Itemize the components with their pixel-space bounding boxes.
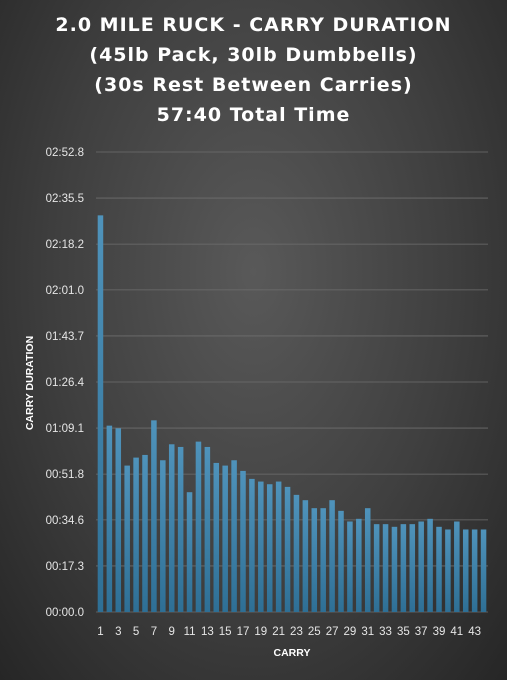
bar-carry-27 — [329, 500, 335, 612]
x-tick-label: 3 — [115, 626, 121, 638]
bar-carry-24 — [302, 500, 309, 612]
bar-carry-34 — [391, 526, 398, 612]
bar-carry-3 — [115, 428, 122, 612]
bar-carry-1 — [97, 215, 104, 612]
bar-carry-41 — [454, 521, 460, 612]
x-tick-label: 11 — [184, 626, 196, 638]
bar-carry-9 — [168, 444, 175, 612]
x-tick-label: 7 — [151, 626, 157, 638]
x-tick-label: 21 — [272, 626, 285, 638]
x-tick-label: 1 — [97, 626, 103, 638]
bar-carry-28 — [338, 510, 344, 612]
y-axis-ticks: 00:00.0 00:17.3 00:34.6 00:51.8 01:09.1 01:26… — [46, 147, 85, 619]
bar-carry-4 — [124, 465, 130, 612]
bar-carry-23 — [293, 494, 300, 612]
bar-carry-43 — [471, 529, 478, 612]
x-tick-label: 37 — [415, 626, 428, 638]
bar-carry-32 — [373, 524, 380, 612]
bars — [97, 215, 487, 612]
y-tick-label: 01:26.4 — [46, 377, 85, 389]
bar-carry-42 — [462, 529, 469, 612]
y-tick-label: 00:34.6 — [46, 515, 84, 527]
bar-carry-22 — [284, 486, 291, 612]
bar-carry-16 — [231, 460, 237, 612]
x-tick-label: 29 — [344, 626, 357, 638]
y-tick-label: 02:52.8 — [46, 147, 84, 159]
y-tick-label: 00:17.3 — [46, 561, 84, 573]
x-tick-label: 39 — [433, 626, 446, 638]
bar-carry-44 — [480, 529, 487, 612]
x-tick-label: 23 — [290, 626, 303, 638]
bar-carry-6 — [142, 454, 148, 612]
bar-carry-19 — [258, 481, 264, 612]
bar-carry-13 — [204, 446, 211, 612]
bar-carry-7 — [151, 420, 157, 612]
bar-carry-10 — [177, 446, 184, 612]
x-tick-label: 41 — [450, 626, 463, 638]
chart-title-line-2: (45lb Pack, 30lb Dumbbells) — [89, 44, 418, 66]
x-tick-label: 9 — [169, 626, 175, 638]
bar-carry-11 — [186, 492, 193, 612]
bar-carry-39 — [436, 526, 442, 612]
x-tick-label: 5 — [133, 626, 139, 638]
bar-carry-12 — [195, 441, 202, 612]
x-tick-label: 33 — [379, 626, 392, 638]
bar-carry-36 — [409, 524, 416, 612]
bar-carry-5 — [133, 457, 139, 612]
y-tick-label: 02:18.2 — [46, 239, 84, 251]
x-tick-label: 13 — [201, 626, 214, 638]
y-tick-label: 01:43.7 — [46, 331, 84, 343]
y-axis-title: CARRY DURATION — [24, 336, 36, 430]
chart-title-line-1: 2.0 MILE RUCK - CARRY DURATION — [55, 14, 452, 36]
bar-carry-21 — [275, 481, 282, 612]
bar-carry-20 — [266, 484, 273, 612]
x-tick-label: 27 — [326, 626, 339, 638]
y-tick-label: 00:51.8 — [46, 469, 84, 481]
x-axis-ticks: 1 3 5 7 9 11 13 15 17 19 21 23 25 27 29 31 33 35 37 39 41 43 — [97, 626, 481, 638]
x-tick-label: 15 — [219, 626, 232, 638]
chart-title: 2.0 MILE RUCK - CARRY DURATION (45lb Pac… — [0, 10, 507, 130]
bar-carry-26 — [320, 508, 326, 612]
x-tick-label: 25 — [308, 626, 321, 638]
x-tick-label: 35 — [397, 626, 410, 638]
bar-carry-2 — [106, 425, 113, 612]
x-tick-label: 19 — [254, 626, 267, 638]
bar-carry-33 — [382, 524, 389, 612]
bar-carry-8 — [160, 460, 166, 612]
bar-carry-38 — [427, 518, 433, 612]
bar-carry-35 — [400, 524, 407, 612]
x-axis-title: CARRY — [274, 647, 311, 659]
x-tick-label: 31 — [361, 626, 374, 638]
bar-carry-30 — [356, 518, 362, 612]
bar-carry-15 — [222, 465, 228, 612]
y-tick-label: 02:01.0 — [46, 285, 84, 297]
bar-carry-25 — [311, 508, 318, 612]
x-tick-label: 17 — [237, 626, 250, 638]
y-tick-label: 00:00.0 — [46, 607, 84, 619]
chart-title-line-4: 57:40 Total Time — [156, 104, 351, 126]
bar-carry-37 — [418, 521, 424, 612]
bar-carry-29 — [347, 521, 353, 612]
chart-title-line-3: (30s Rest Between Carries) — [94, 74, 413, 96]
bar-carry-17 — [240, 470, 246, 612]
bar-carry-14 — [213, 462, 220, 612]
bar-carry-18 — [249, 478, 255, 612]
y-tick-label: 01:09.1 — [46, 423, 84, 435]
bar-carry-40 — [445, 529, 451, 612]
x-tick-label: 43 — [468, 626, 481, 638]
y-tick-label: 02:35.5 — [46, 193, 84, 205]
bar-carry-31 — [364, 508, 371, 612]
